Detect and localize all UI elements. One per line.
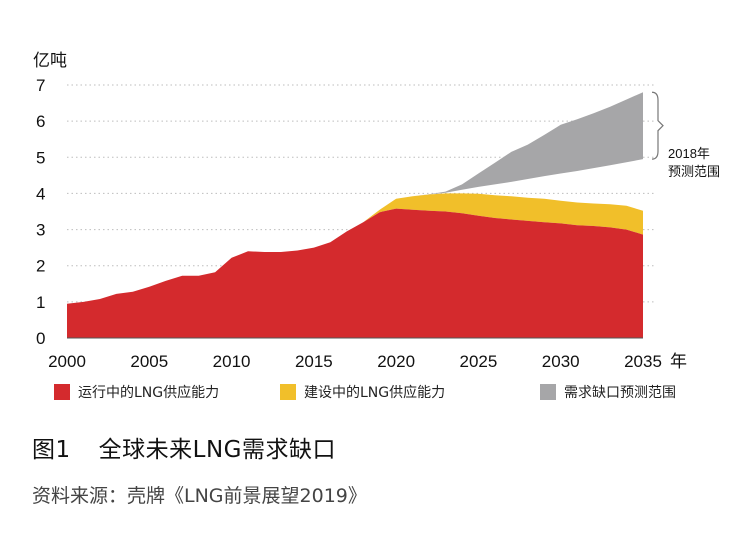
- legend-item-construction: 建设中的LNG供应能力: [280, 378, 445, 406]
- x-tick-label: 2020: [377, 352, 415, 371]
- y-tick-label: 5: [36, 148, 45, 167]
- forecast-range-annotation: 2018年 预测范围: [651, 91, 720, 179]
- figure-number: 图1: [32, 437, 71, 463]
- legend-item-gap: 需求缺口预测范围: [540, 378, 676, 406]
- y-tick-label: 2: [36, 257, 45, 276]
- x-tick-label: 2035: [624, 352, 662, 371]
- series-area-demand-gap: [412, 92, 643, 197]
- annotation-line-1: 2018年: [668, 146, 710, 161]
- x-tick-label: 2000: [48, 352, 86, 371]
- y-tick-label: 6: [36, 112, 45, 131]
- lng-gap-chart: 0 1 2 3 4 5 6 7 2000 2005 2010 2015 2020 2025 2030 203…: [33, 51, 720, 371]
- y-tick-label: 7: [36, 76, 45, 95]
- legend-swatch-construction: [280, 384, 296, 400]
- legend-swatch-operating: [54, 384, 70, 400]
- legend-label-construction: 建设中的LNG供应能力: [304, 385, 446, 401]
- figure-title: 全球未来LNG需求缺口: [98, 437, 336, 463]
- x-tick-label: 2005: [130, 352, 168, 371]
- figure-caption: 图1 全球未来LNG需求缺口: [32, 430, 336, 464]
- y-tick-label: 4: [36, 184, 45, 203]
- x-tick-label: 2010: [213, 352, 251, 371]
- figure-source: 资料来源：壳牌《LNG前景展望2019》: [32, 485, 367, 507]
- x-tick-label: 2015: [295, 352, 333, 371]
- series-area-under-construction: [363, 193, 643, 235]
- legend-item-operating: 运行中的LNG供应能力: [54, 378, 219, 406]
- x-axis-unit-label: 年: [670, 352, 687, 371]
- annotation-line-2: 预测范围: [668, 164, 720, 179]
- y-axis-unit-label: 亿吨: [33, 51, 67, 70]
- y-tick-labels: 0 1 2 3 4 5 6 7: [36, 76, 45, 348]
- y-tick-label: 0: [36, 329, 45, 348]
- series-area-operating: [67, 208, 643, 338]
- legend-label-gap: 需求缺口预测范围: [564, 385, 676, 401]
- legend-swatch-gap: [540, 384, 556, 400]
- series-areas: [67, 92, 643, 339]
- x-tick-labels: 2000 2005 2010 2015 2020 2025 2030 2035: [48, 352, 662, 371]
- legend-label-operating: 运行中的LNG供应能力: [78, 385, 220, 401]
- x-tick-label: 2025: [460, 352, 498, 371]
- annotation-brace: [651, 91, 664, 160]
- y-tick-label: 3: [36, 221, 45, 240]
- y-tick-label: 1: [36, 293, 45, 312]
- x-tick-label: 2030: [542, 352, 580, 371]
